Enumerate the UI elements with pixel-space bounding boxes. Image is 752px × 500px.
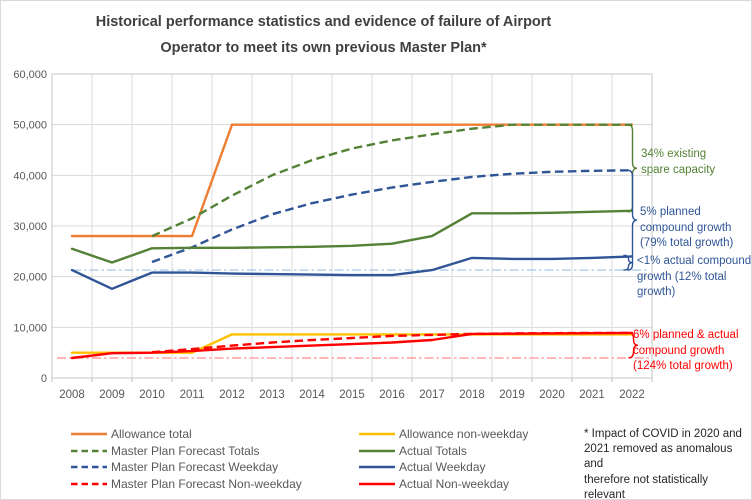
legend-label: Allowance total [111,427,192,441]
y-tick-label: 30,000 [13,221,47,233]
annotation-line: growth (12% total [637,270,727,283]
series-master-plan-forecast-non-weekday [151,331,632,354]
legend-label: Allowance non-weekday [399,427,529,441]
x-tick-label: 2008 [59,389,85,401]
series-master-plan-forecast-totals [151,123,632,238]
series-actual-weekday [70,255,634,290]
legend-label: Master Plan Forecast Totals [111,443,260,458]
footnote-line: 2021 removed as anomalous and [584,443,733,471]
y-tick-label: 0 [41,373,47,385]
annotation-planned-growth: 5% planned compound growth (79% total gr… [640,205,733,252]
y-axis-labels: 60,000 50,000 40,000 30,000 20,000 10,000 0 [13,69,47,385]
x-tick-label: 2010 [139,389,165,401]
legend-line-sample-solid [359,449,395,452]
legend-label: Master Plan Forecast Weekday [111,460,279,474]
annotation-line: 6% planned & actual [633,329,739,341]
y-tick-label: 10,000 [13,322,47,334]
x-tick-label: 2017 [419,389,445,401]
footnote-line: therefore not statistically [584,473,709,486]
legend-item-allowance-non-weekday: Allowance non-weekday [359,426,528,442]
x-tick-label: 2022 [619,389,645,401]
brace-planned-growth [627,169,638,271]
legend-line-sample-dashed [71,482,107,485]
legend-line-sample-dashed [71,449,107,452]
x-tick-label: 2021 [579,389,605,401]
annotation-line: <1% actual compound [637,255,752,267]
plot-border [51,73,653,379]
annotation-line: (124% total growth) [633,360,733,372]
legend-line-sample-solid [359,465,395,469]
chart-title-line-1: Historical performance statistics and ev… [95,14,552,30]
brace-nonweekday-growth [628,331,639,359]
series-master-plan-forecast-weekday [151,169,633,264]
legend-label: Actual Non-weekday [399,476,510,491]
series-allowance-total [70,123,634,238]
y-tick-label: 60,000 [13,69,47,81]
chart-title: Historical performance statistics and ev… [1,9,646,61]
legend-line-sample-solid [71,432,107,436]
legend-item-master-plan-forecast-weekday: Master Plan Forecast Weekday [71,459,278,475]
annotation-line: (79% total growth) [640,237,734,249]
annotation-nonweekday-growth: 6% planned & actual compound growth (124… [633,328,739,375]
footnote: * Impact of COVID in 2020 and 2021 remov… [584,427,751,500]
legend-line-sample-dashed [71,465,107,469]
x-tick-label: 2013 [259,389,285,401]
annotation-actual-growth: <1% actual compound growth (12% total gr… [637,254,751,301]
brace-actual-growth [623,254,634,271]
legend-item-master-plan-forecast-totals: Master Plan Forecast Totals [71,443,260,459]
legend-line-sample-solid [359,432,395,436]
legend-item-actual-totals: Actual Totals [359,443,467,459]
legend-item-master-plan-forecast-non-weekday: Master Plan Forecast Non-weekday [71,476,302,492]
x-axis-labels: 2008 2009 2010 2011 2012 2013 2014 2015 2016 2017… [59,389,645,401]
annotation-line: compound growth [633,344,725,357]
annotation-line: 34% existing [641,148,707,160]
y-tick-label: 50,000 [13,120,47,132]
x-tick-label: 2011 [180,389,205,401]
series-actual-non-weekday [70,331,634,360]
legend-item-actual-non-weekday: Actual Non-weekday [359,476,509,492]
x-tick-label: 2009 [99,389,125,401]
chart-title-line-2: Operator to meet its own previous Master… [160,40,487,56]
legend-label: Actual Totals [399,443,467,458]
x-axis-ticks [51,378,653,382]
footnote-line: * Impact of COVID in 2020 and [584,428,742,440]
legend-label: Actual Weekday [399,460,486,474]
annotation-line: spare capacity [641,163,716,176]
annotation-line: compound growth [640,221,732,234]
legend-item-actual-weekday: Actual Weekday [359,459,486,475]
annotation-spare-capacity: 34% existing spare capacity [641,147,715,178]
x-tick-label: 2018 [459,389,485,401]
x-tick-label: 2016 [379,389,405,401]
legend-label: Master Plan Forecast Non-weekday [111,476,302,491]
footnote-line: relevant [584,488,625,500]
x-tick-label: 2015 [339,389,365,401]
x-tick-label: 2020 [539,389,565,401]
x-tick-label: 2019 [499,389,525,401]
y-tick-label: 20,000 [13,272,47,284]
series-actual-totals [70,209,634,264]
x-tick-label: 2014 [299,389,325,401]
y-tick-label: 40,000 [13,170,47,182]
x-tick-label: 2012 [219,389,245,401]
legend-line-sample-solid [359,482,395,485]
annotation-line: 5% planned [640,206,701,218]
legend-item-allowance-total: Allowance total [71,426,192,442]
annotation-line: growth) [637,286,676,298]
